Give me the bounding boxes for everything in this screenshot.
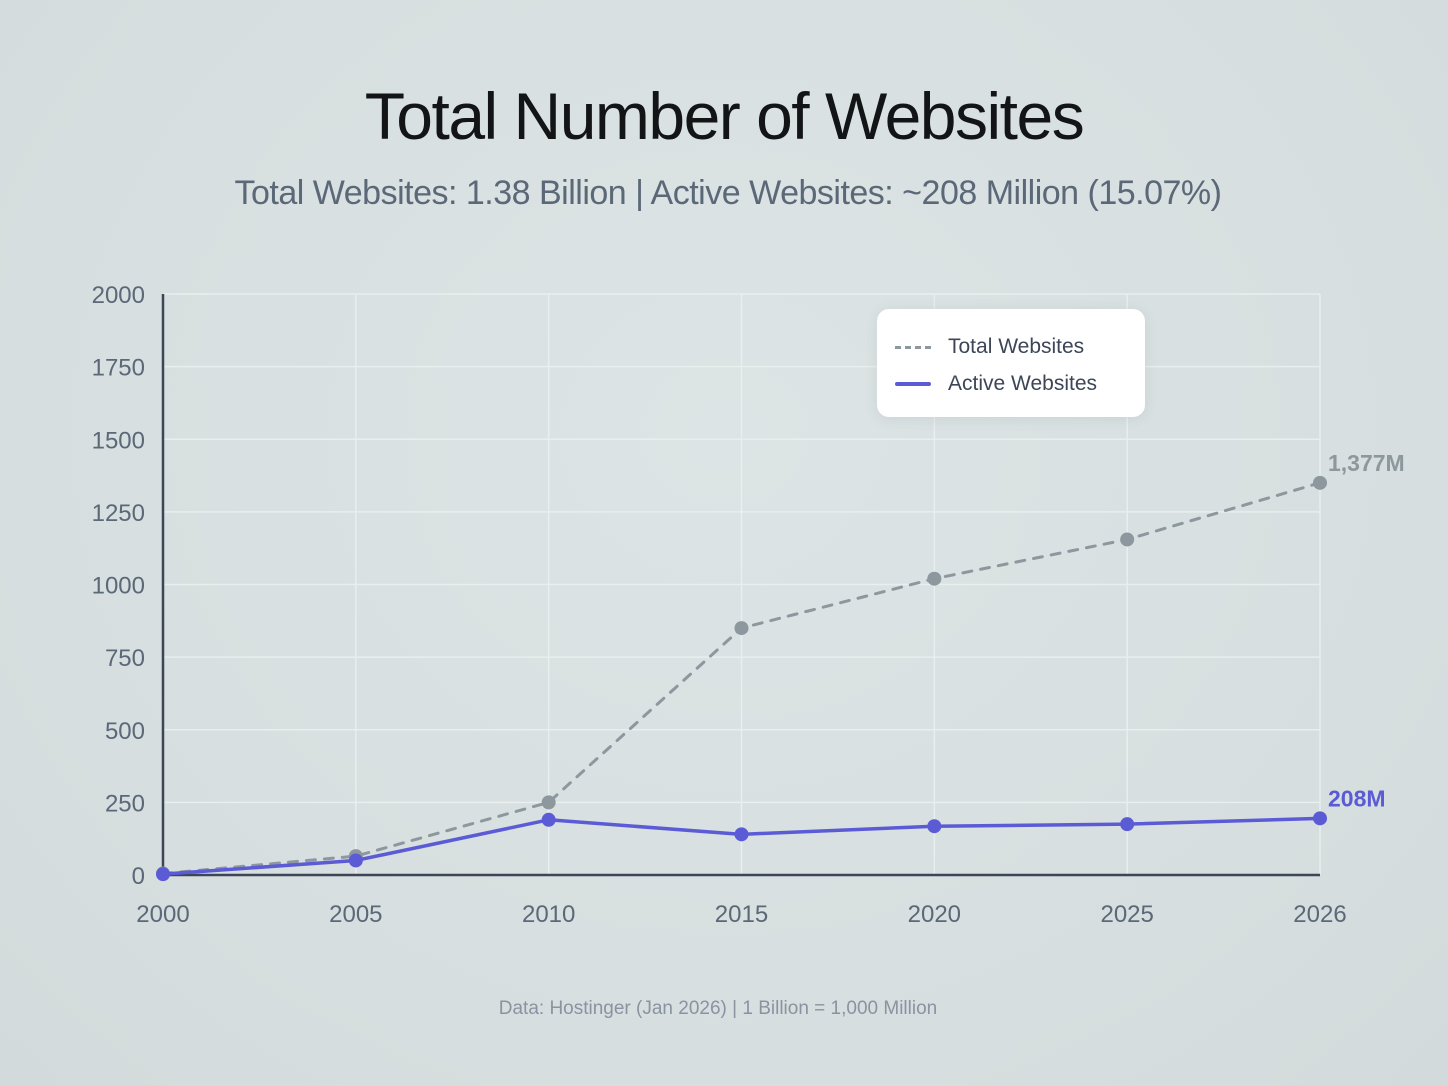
y-axis-ticks: 0 250 500 750 1000 1250 1500 1750 2000: [92, 282, 145, 890]
data-point-active-websites: [1120, 817, 1135, 832]
grid-lines: [163, 293, 1321, 875]
x-tick-label: 2020: [908, 901, 961, 928]
data-point-active-websites: [927, 819, 942, 834]
y-tick-label: 500: [105, 718, 145, 745]
legend-item-total-websites: Total Websites: [895, 335, 1084, 359]
series-layer: [156, 475, 1327, 882]
data-point-total-websites: [1120, 532, 1135, 547]
y-tick-label: 0: [132, 863, 145, 890]
x-tick-label: 2010: [522, 901, 575, 928]
y-tick-label: 2000: [92, 282, 145, 309]
chart-title: Total Number of Websites: [364, 79, 1085, 153]
source-note: Data: Hostinger (Jan 2026) | 1 Billion =…: [498, 998, 938, 1019]
data-point-active-websites: [156, 867, 170, 882]
y-tick-label: 1750: [92, 355, 145, 382]
chart-legend: Total Websites Active Websites: [877, 309, 1145, 417]
y-tick-label: 750: [105, 645, 145, 672]
x-axis-ticks: 2000 2005 2010 2015 2020 2025 2026: [136, 901, 1346, 928]
end-label-active-websites: 208M: [1328, 785, 1386, 811]
end-label-total-websites: 1,377M: [1328, 450, 1405, 476]
legend-item-active-websites: Active Websites: [895, 372, 1097, 396]
legend-swatch-total: [895, 345, 931, 349]
x-tick-label: 2005: [329, 901, 382, 928]
data-point-active-websites: [1313, 811, 1327, 826]
data-point-active-websites: [348, 853, 363, 868]
data-point-total-websites: [734, 621, 749, 636]
data-point-total-websites: [541, 795, 556, 810]
y-tick-label: 1000: [92, 573, 145, 600]
legend-label-total: Total Websites: [948, 335, 1085, 358]
data-point-active-websites: [541, 812, 556, 827]
axes: [161, 294, 1320, 877]
legend-label-active: Active Websites: [948, 372, 1097, 395]
x-tick-label: 2000: [136, 901, 189, 928]
chart-subtitle: Total Websites: 1.38 Billion | Active We…: [234, 174, 1222, 212]
end-labels: 1,377M 208M: [1328, 450, 1405, 812]
x-tick-label: 2025: [1100, 901, 1153, 928]
y-tick-label: 250: [105, 790, 145, 817]
x-tick-label: 2026: [1293, 901, 1346, 928]
data-point-total-websites: [1313, 475, 1327, 490]
data-point-active-websites: [734, 827, 749, 842]
x-tick-label: 2015: [715, 901, 768, 928]
legend-swatch-active: [895, 382, 931, 386]
data-point-total-websites: [927, 571, 942, 586]
y-tick-label: 1250: [92, 500, 145, 527]
y-tick-label: 1500: [92, 427, 145, 454]
